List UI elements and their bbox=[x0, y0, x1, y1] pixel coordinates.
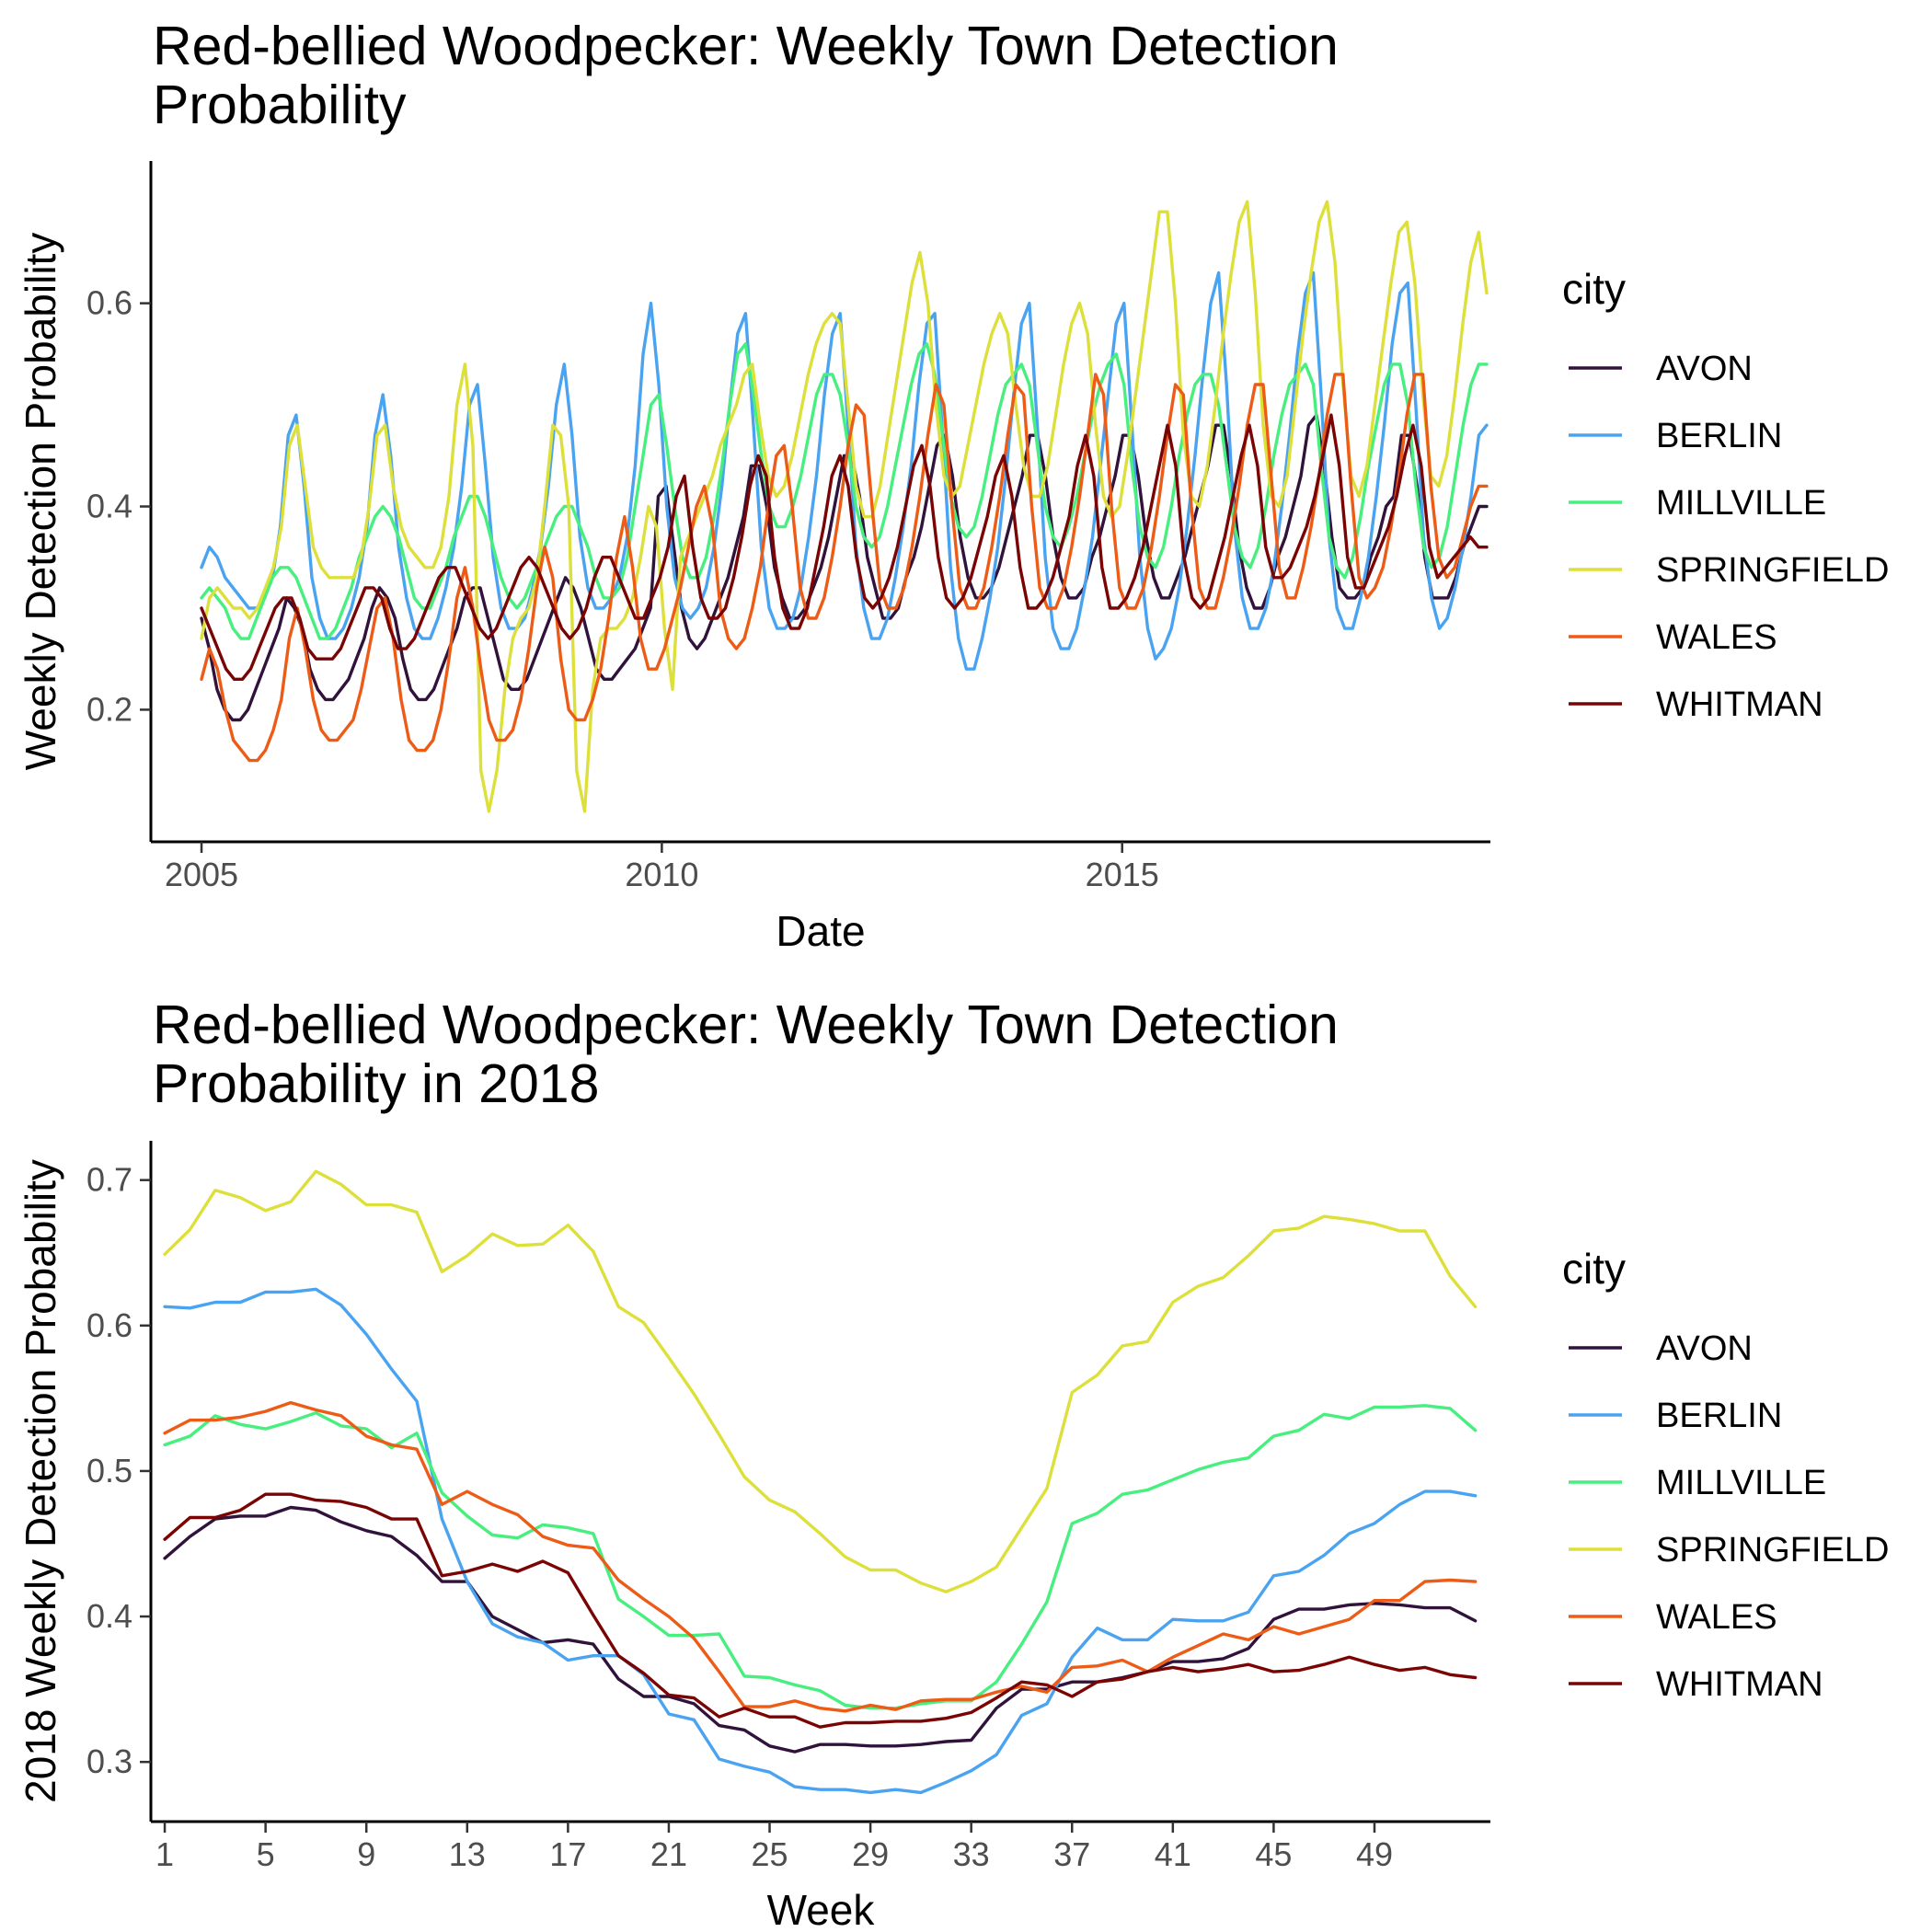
chart-2-legend-label-wales: WALES bbox=[1656, 1598, 1777, 1637]
chart-2-y-tick-label: 0.4 bbox=[86, 1597, 132, 1635]
chart-2: Red-bellied Woodpecker: Weekly Town Dete… bbox=[17, 995, 1889, 1932]
chart-2-title-line-2: Probability in 2018 bbox=[153, 1053, 599, 1114]
chart-1-title-line-1: Red-bellied Woodpecker: Weekly Town Dete… bbox=[153, 16, 1339, 76]
chart-2-legend-entries: AVON BERLIN MILLVILLE SPRINGFIELD WALES WHITM… bbox=[1569, 1329, 1889, 1704]
chart-1-legend-label-springfield: SPRINGFIELD bbox=[1656, 551, 1889, 590]
chart-1-series-line-whitman bbox=[200, 413, 1489, 681]
chart-1-legend: city AVON BERLIN MILLVILLE SPRINGFIELD WALES… bbox=[1562, 265, 1889, 724]
chart-2-x-tick-label: 29 bbox=[852, 1835, 889, 1873]
chart-2-series-line-millville bbox=[163, 1404, 1478, 1710]
chart-2-x-tick-label: 25 bbox=[752, 1835, 788, 1873]
chart-2-title-line-1: Red-bellied Woodpecker: Weekly Town Dete… bbox=[153, 995, 1339, 1055]
chart-2-y-tick-label: 0.3 bbox=[86, 1742, 132, 1780]
chart-2-x-tick-label: 1 bbox=[155, 1835, 174, 1873]
chart-1-x-axis-title: Date bbox=[776, 907, 865, 955]
chart-2-legend-label-whitman: WHITMAN bbox=[1656, 1665, 1823, 1704]
chart-1-legend-label-whitman: WHITMAN bbox=[1656, 685, 1823, 724]
chart-2-x-ticks: 1 5 9 13 17 21 25 29 33 37 41 45 49 bbox=[155, 1822, 1393, 1873]
chart-1-y-tick-label: 0.2 bbox=[86, 690, 132, 728]
chart-2-x-tick-label: 37 bbox=[1053, 1835, 1090, 1873]
chart-1-legend-label-wales: WALES bbox=[1656, 618, 1777, 657]
chart-1-legend-label-berlin: BERLIN bbox=[1656, 417, 1782, 455]
chart-1-y-axis-title: Weekly Detection Probability bbox=[17, 233, 64, 771]
chart-2-x-tick-label: 17 bbox=[549, 1835, 586, 1873]
chart-1-y-ticks: 0.2 0.4 0.6 bbox=[86, 284, 151, 728]
chart-2-x-tick-label: 9 bbox=[357, 1835, 375, 1873]
chart-2-series-line-wales bbox=[163, 1400, 1478, 1713]
chart-2-y-ticks: 0.3 0.4 0.5 0.6 0.7 bbox=[86, 1161, 151, 1780]
chart-2-legend-label-berlin: BERLIN bbox=[1656, 1397, 1782, 1435]
chart-2-legend-label-avon: AVON bbox=[1656, 1329, 1753, 1368]
chart-1-legend-label-millville: MILLVILLE bbox=[1656, 484, 1826, 523]
chart-1-series-line-avon bbox=[200, 413, 1489, 722]
chart-2-x-tick-label: 33 bbox=[953, 1835, 990, 1873]
chart-2-legend: city AVON BERLIN MILLVILLE SPRINGFIELD WALES… bbox=[1562, 1245, 1889, 1704]
chart-2-series-line-whitman bbox=[163, 1492, 1478, 1729]
chart-2-series-group bbox=[163, 1169, 1478, 1795]
chart-1-y-tick-label: 0.4 bbox=[86, 488, 132, 525]
chart-2-x-axis-title: Week bbox=[767, 1886, 876, 1932]
chart-1-legend-title: city bbox=[1562, 265, 1626, 313]
chart-1-x-tick-label: 2005 bbox=[165, 856, 238, 893]
chart-1: Red-bellied Woodpecker: Weekly Town Dete… bbox=[17, 16, 1889, 955]
chart-1-series-line-wales bbox=[200, 373, 1489, 763]
chart-1-legend-entries: AVON BERLIN MILLVILLE SPRINGFIELD WALES WHITM… bbox=[1569, 350, 1889, 724]
chart-2-x-tick-label: 41 bbox=[1155, 1835, 1191, 1873]
chart-2-x-tick-label: 49 bbox=[1356, 1835, 1393, 1873]
chart-2-x-tick-label: 5 bbox=[257, 1835, 275, 1873]
chart-1-series-line-millville bbox=[200, 342, 1489, 640]
chart-2-x-tick-label: 13 bbox=[449, 1835, 486, 1873]
chart-2-y-tick-label: 0.5 bbox=[86, 1452, 132, 1489]
chart-2-y-tick-label: 0.6 bbox=[86, 1306, 132, 1344]
chart-2-series-line-springfield bbox=[163, 1169, 1478, 1593]
chart-2-y-tick-label: 0.7 bbox=[86, 1161, 132, 1199]
chart-1-x-tick-label: 2015 bbox=[1086, 856, 1159, 893]
chart-2-x-tick-label: 45 bbox=[1255, 1835, 1292, 1873]
chart-2-legend-label-millville: MILLVILLE bbox=[1656, 1464, 1826, 1502]
chart-2-legend-label-springfield: SPRINGFIELD bbox=[1656, 1531, 1889, 1570]
chart-2-series-line-avon bbox=[163, 1505, 1478, 1754]
chart-1-series-group bbox=[200, 200, 1489, 813]
chart-2-x-tick-label: 21 bbox=[650, 1835, 687, 1873]
chart-2-y-axis-title: 2018 Weekly Detection Probability bbox=[17, 1159, 64, 1803]
chart-1-title-line-2: Probability bbox=[153, 75, 407, 135]
chart-1-x-ticks: 2005 2010 2015 bbox=[165, 842, 1159, 893]
chart-1-x-tick-label: 2010 bbox=[625, 856, 698, 893]
chart-1-legend-label-avon: AVON bbox=[1656, 350, 1753, 388]
chart-2-series-line-berlin bbox=[163, 1287, 1478, 1795]
chart-1-y-tick-label: 0.6 bbox=[86, 284, 132, 322]
chart-2-legend-title: city bbox=[1562, 1245, 1626, 1293]
